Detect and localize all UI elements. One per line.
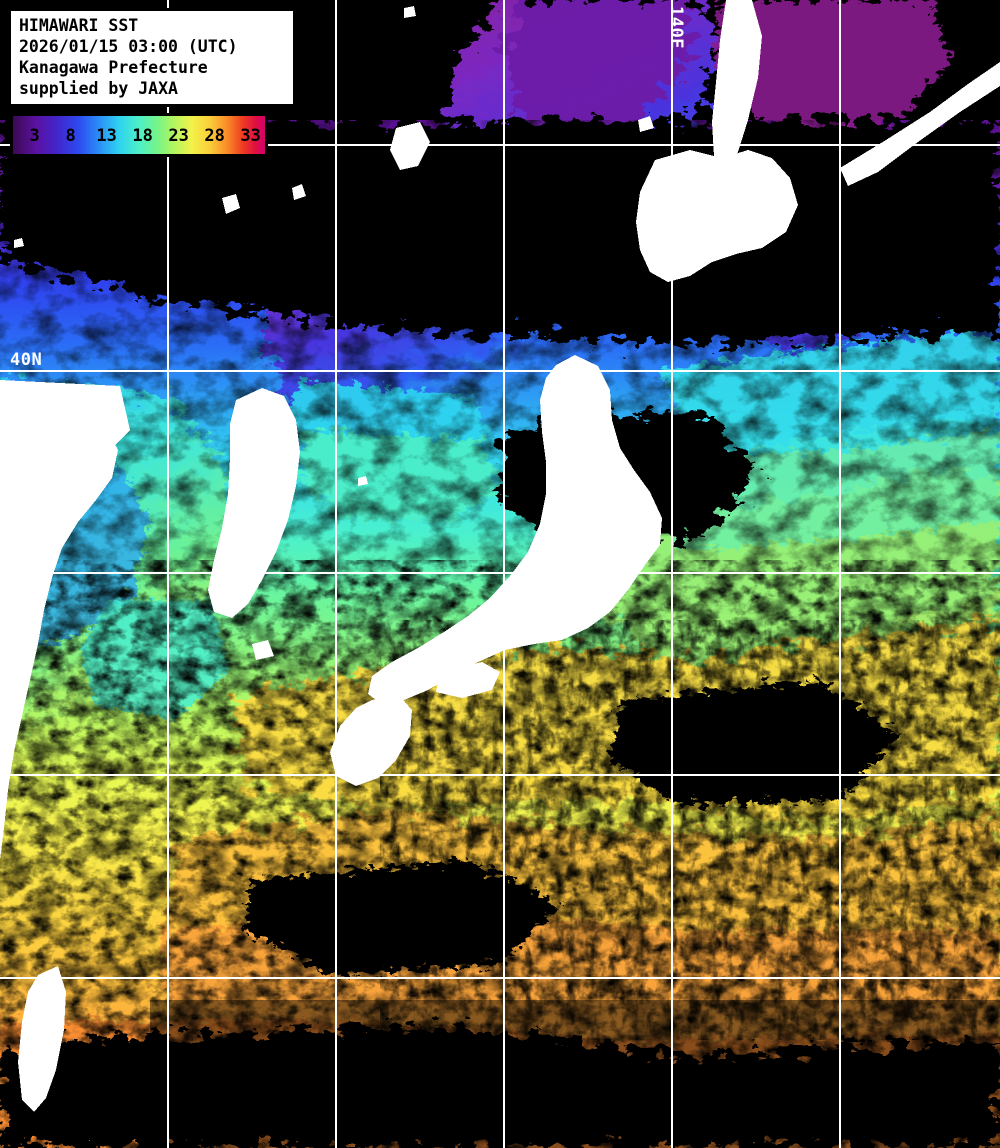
product-credit: supplied by JAXA <box>19 79 178 98</box>
gridline-vertical-2 <box>335 0 337 1148</box>
gridline-vertical-5 <box>839 0 841 1148</box>
colorbar-tick-8: 8 <box>65 126 76 146</box>
gridline-horizontal-2 <box>0 370 1000 372</box>
land-mask-layer <box>0 0 1000 1112</box>
land-kyushu <box>330 694 412 786</box>
sst-colorbar: 3 8 13 18 23 28 33 <box>10 113 268 157</box>
gridline-vertical-3 <box>503 0 505 1148</box>
land-small-island-4 <box>638 116 654 132</box>
colorbar-tick-13: 13 <box>96 126 117 146</box>
land-small-island-5 <box>252 640 274 660</box>
colorbar-gradient <box>13 116 265 154</box>
product-title: HIMAWARI SST <box>19 16 139 35</box>
product-info-box: HIMAWARI SST 2026/01/15 03:00 (UTC) Kana… <box>8 8 296 107</box>
gridline-horizontal-5 <box>0 977 1000 979</box>
gridline-horizontal-4 <box>0 774 1000 776</box>
land-hokkaido <box>636 150 798 282</box>
colorbar-tick-23: 23 <box>168 126 189 146</box>
land-honshu <box>368 355 662 704</box>
colorbar-tick-3: 3 <box>29 126 40 146</box>
land-sado-island <box>390 122 430 170</box>
gridline-vertical-1 <box>167 0 169 1148</box>
land-taiwan <box>18 966 66 1112</box>
land-sakhalin <box>712 0 762 168</box>
gridline-horizontal-3 <box>0 572 1000 574</box>
land-small-island-6 <box>14 238 24 248</box>
latitude-label-40n: 40N <box>10 350 43 370</box>
land-kuril-islands <box>840 62 1000 186</box>
colorbar-tick-28: 28 <box>204 126 225 146</box>
gridline-vertical-4 <box>671 0 673 1148</box>
colorbar-tick-33: 33 <box>240 126 261 146</box>
land-small-island-2 <box>292 184 306 200</box>
land-china-coast <box>0 390 118 860</box>
colorbar-tick-18: 18 <box>132 126 153 146</box>
product-timestamp: 2026/01/15 03:00 (UTC) <box>19 37 238 56</box>
land-small-island-3 <box>358 476 368 486</box>
land-china-inland <box>0 380 130 520</box>
land-korea <box>208 388 300 618</box>
land-small-island-7 <box>404 6 416 18</box>
land-shikoku <box>436 662 500 698</box>
longitude-label-140e: 140E <box>666 6 686 49</box>
product-region: Kanagawa Prefecture <box>19 58 208 77</box>
land-small-island-1 <box>222 194 240 214</box>
colorbar-tick-labels: 3 8 13 18 23 28 33 <box>13 116 265 154</box>
gridline-horizontal-1 <box>0 144 1000 146</box>
